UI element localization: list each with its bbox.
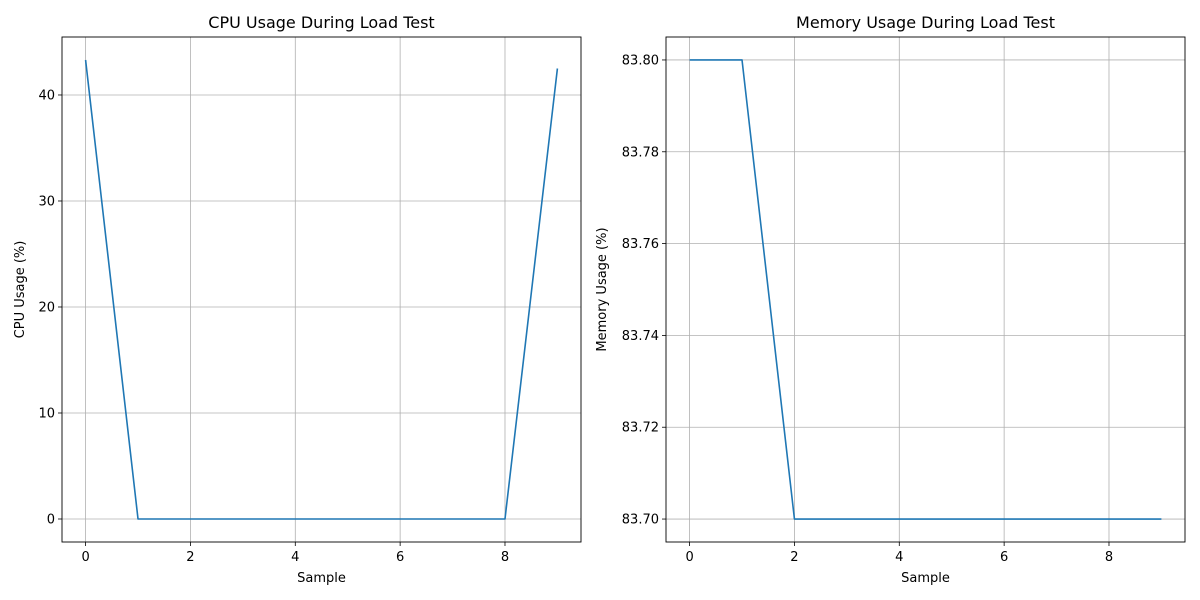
y-tick-label: 83.78 bbox=[622, 145, 659, 160]
chart-title: Memory Usage During Load Test bbox=[796, 13, 1055, 32]
x-tick-label: 6 bbox=[1000, 550, 1008, 565]
ticks: 0 2 4 6 8 0 10 20 30 40 bbox=[38, 88, 509, 565]
y-tick-label: 83.70 bbox=[622, 513, 659, 528]
y-tick-label: 83.72 bbox=[622, 421, 659, 436]
plot-frame bbox=[61, 36, 582, 543]
x-tick-label: 8 bbox=[501, 550, 509, 565]
memory-usage-chart: Memory Usage During Load Test Sample Mem… bbox=[595, 13, 1186, 586]
x-tick-label: 4 bbox=[291, 550, 299, 565]
y-tick-label: 40 bbox=[38, 88, 55, 103]
x-tick-label: 2 bbox=[790, 550, 798, 565]
y-tick-label: 83.80 bbox=[622, 53, 659, 68]
ticks: 0 2 4 6 8 83.70 83.72 83.74 83.76 83.78 83.80 bbox=[622, 53, 1113, 565]
x-axis-label: Sample bbox=[297, 571, 346, 586]
x-tick-label: 8 bbox=[1105, 550, 1113, 565]
y-tick-label: 20 bbox=[38, 300, 55, 315]
y-tick-label: 10 bbox=[38, 406, 55, 421]
x-tick-label: 0 bbox=[685, 550, 693, 565]
plot-frame bbox=[665, 36, 1186, 543]
x-tick-label: 0 bbox=[81, 550, 89, 565]
x-tick-label: 4 bbox=[895, 550, 903, 565]
series-line bbox=[689, 59, 1162, 520]
y-tick-label: 30 bbox=[38, 194, 55, 209]
series-line bbox=[84, 59, 559, 520]
y-tick-label: 0 bbox=[47, 512, 55, 527]
x-tick-label: 6 bbox=[396, 550, 404, 565]
x-tick-label: 2 bbox=[186, 550, 194, 565]
cpu-usage-chart: CPU Usage During Load Test Sample CPU Us… bbox=[13, 13, 582, 586]
y-tick-label: 83.74 bbox=[622, 329, 659, 344]
y-axis-label: CPU Usage (%) bbox=[13, 241, 28, 339]
y-axis-label: Memory Usage (%) bbox=[595, 227, 610, 351]
chart-title: CPU Usage During Load Test bbox=[208, 13, 434, 32]
x-axis-label: Sample bbox=[901, 571, 950, 586]
y-tick-label: 83.76 bbox=[622, 237, 659, 252]
